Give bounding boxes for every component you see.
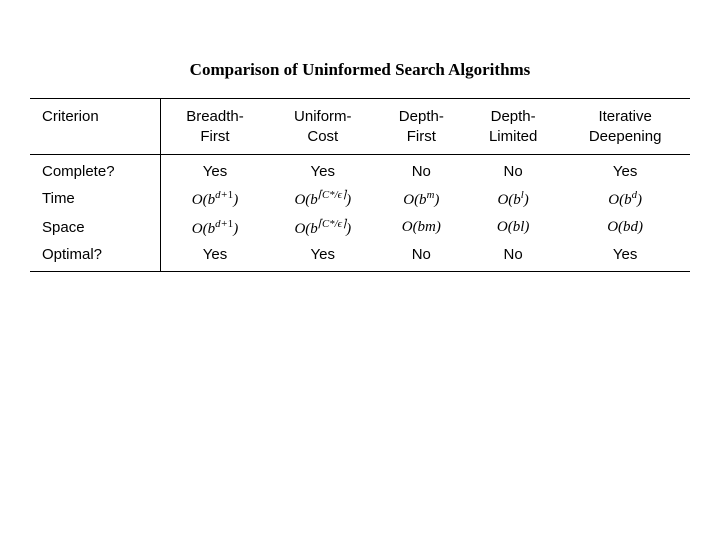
row-label-time: Time: [30, 184, 161, 213]
cell: No: [466, 155, 560, 185]
cell-math: O(bl): [466, 213, 560, 242]
row-label-space: Space: [30, 213, 161, 242]
table-row: Space O(bd+1) O(b⌈C*/ϵ⌉) O(bm) O(bl) O(b…: [30, 213, 690, 242]
cell: Yes: [161, 155, 269, 185]
cell-math: O(bd+1): [161, 184, 269, 213]
col-header-iterative-deepening: IterativeDeepening: [560, 99, 690, 155]
cell: Yes: [560, 155, 690, 185]
cell-math: O(bl): [466, 184, 560, 213]
col-header-criterion: Criterion: [30, 99, 161, 155]
cell-math: O(b⌈C*/ϵ⌉): [269, 184, 377, 213]
table-row: Time O(bd+1) O(b⌈C*/ϵ⌉) O(bm) O(bl) O(bd…: [30, 184, 690, 213]
cell: Yes: [269, 242, 377, 272]
cell-math: O(bd+1): [161, 213, 269, 242]
cell: Yes: [560, 242, 690, 272]
comparison-table: Criterion Breadth-First Uniform-Cost Dep…: [30, 98, 690, 272]
row-label-optimal: Optimal?: [30, 242, 161, 272]
cell-math: O(bd): [560, 184, 690, 213]
col-header-breadth-first: Breadth-First: [161, 99, 269, 155]
page-title: Comparison of Uninformed Search Algorith…: [30, 60, 690, 80]
cell: Yes: [161, 242, 269, 272]
cell-math: O(bm): [377, 213, 466, 242]
col-header-depth-limited: Depth-Limited: [466, 99, 560, 155]
table-row: Complete? Yes Yes No No Yes: [30, 155, 690, 185]
cell-math: O(b⌈C*/ϵ⌉): [269, 213, 377, 242]
table-header-row: Criterion Breadth-First Uniform-Cost Dep…: [30, 99, 690, 155]
cell: No: [377, 242, 466, 272]
cell-math: O(bd): [560, 213, 690, 242]
cell-math: O(bm): [377, 184, 466, 213]
cell: Yes: [269, 155, 377, 185]
col-header-uniform-cost: Uniform-Cost: [269, 99, 377, 155]
col-header-depth-first: Depth-First: [377, 99, 466, 155]
cell: No: [466, 242, 560, 272]
cell: No: [377, 155, 466, 185]
row-label-complete: Complete?: [30, 155, 161, 185]
table-row: Optimal? Yes Yes No No Yes: [30, 242, 690, 272]
